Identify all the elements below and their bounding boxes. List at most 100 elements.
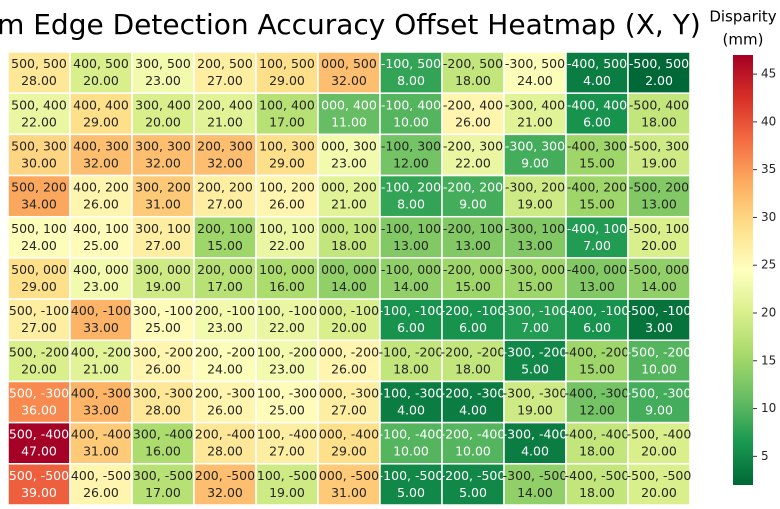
cell-label: -200, -400 bbox=[441, 427, 506, 442]
cell-value: 26.00 bbox=[455, 114, 491, 129]
heatmap-cell bbox=[7, 92, 71, 136]
cell-label: -300, 200 bbox=[505, 180, 565, 195]
cell-value: 4.00 bbox=[583, 73, 611, 88]
cell-value: 6.00 bbox=[459, 320, 487, 335]
cell-label: -500, 000 bbox=[629, 262, 689, 277]
cell-value: 23.00 bbox=[83, 279, 119, 294]
cell-value: 27.00 bbox=[207, 197, 243, 212]
cell-label: -200, 000 bbox=[443, 262, 503, 277]
cell-label: 200, 400 bbox=[197, 97, 253, 112]
heatmap-cell bbox=[627, 133, 691, 177]
cell-label: -500, 400 bbox=[629, 97, 689, 112]
cell-label: 000, -200 bbox=[319, 344, 379, 359]
heatmap-cell bbox=[193, 174, 257, 218]
heatmap-cell bbox=[255, 92, 319, 136]
cell-value: 13.00 bbox=[517, 238, 553, 253]
cell-label: -400, 200 bbox=[567, 180, 627, 195]
cell-label: -400, 000 bbox=[567, 262, 627, 277]
cell-value: 7.00 bbox=[583, 238, 611, 253]
cell-label: 100, 000 bbox=[259, 262, 315, 277]
cell-value: 25.00 bbox=[269, 403, 305, 418]
cell-value: 15.00 bbox=[579, 197, 615, 212]
cell-label: -300, 300 bbox=[505, 138, 565, 153]
cell-value: 17.00 bbox=[269, 114, 305, 129]
cell-value: 5.00 bbox=[459, 485, 487, 500]
cell-value: 31.00 bbox=[83, 444, 119, 459]
cell-label: 200, 200 bbox=[197, 180, 253, 195]
heatmap-cell bbox=[317, 51, 381, 94]
cell-value: 20.00 bbox=[331, 320, 367, 335]
heatmap-cell bbox=[193, 421, 257, 465]
heatmap-cell bbox=[503, 215, 567, 259]
cell-value: 33.00 bbox=[83, 403, 119, 418]
cell-value: 18.00 bbox=[579, 444, 615, 459]
cell-value: 32.00 bbox=[83, 155, 119, 170]
heatmap-cell bbox=[317, 215, 381, 259]
cell-label: -400, -300 bbox=[565, 386, 630, 401]
cell-value: 27.00 bbox=[269, 444, 305, 459]
cell-label: -300, -200 bbox=[503, 344, 568, 359]
cell-value: 12.00 bbox=[579, 403, 615, 418]
heatmap-cell bbox=[7, 339, 71, 383]
cell-label: 000, -400 bbox=[319, 427, 379, 442]
heatmap-cell bbox=[503, 92, 567, 136]
cell-label: -100, 500 bbox=[381, 56, 441, 71]
cell-label: 200, -200 bbox=[195, 344, 255, 359]
cell-label: 200, -400 bbox=[195, 427, 255, 442]
cell-value: 5.00 bbox=[397, 485, 425, 500]
heatmap-cell bbox=[565, 298, 629, 342]
cell-label: 200, -500 bbox=[195, 468, 255, 483]
colorbar-tick-label: 10 bbox=[761, 401, 776, 415]
cell-label: 200, 300 bbox=[197, 138, 253, 153]
cell-label: 400, -400 bbox=[71, 427, 131, 442]
heatmap-cell bbox=[69, 339, 133, 383]
cell-label: -100, 200 bbox=[381, 180, 441, 195]
cell-label: -400, -100 bbox=[565, 303, 630, 318]
cell-value: 24.00 bbox=[21, 238, 57, 253]
cell-value: 14.00 bbox=[331, 279, 367, 294]
cell-label: -300, -300 bbox=[503, 386, 568, 401]
cell-label: -500, 300 bbox=[629, 138, 689, 153]
heatmap-cell bbox=[441, 92, 505, 136]
cell-label: 200, 100 bbox=[197, 221, 253, 236]
heatmap-cell bbox=[69, 463, 133, 506]
heatmap-cell bbox=[441, 463, 505, 506]
heatmap-cell bbox=[7, 215, 71, 259]
cell-value: 21.00 bbox=[83, 361, 119, 376]
cell-label: -400, -200 bbox=[565, 344, 630, 359]
cell-value: 8.00 bbox=[397, 197, 425, 212]
heatmap-cell bbox=[627, 339, 691, 383]
cell-value: 15.00 bbox=[455, 279, 491, 294]
heatmap-cell bbox=[565, 380, 629, 424]
cell-value: 27.00 bbox=[21, 320, 57, 335]
cell-value: 32.00 bbox=[207, 485, 243, 500]
colorbar bbox=[733, 55, 753, 485]
cell-label: -200, 300 bbox=[443, 138, 503, 153]
heatmap-cell bbox=[255, 339, 319, 383]
cell-value: 23.00 bbox=[269, 361, 305, 376]
cell-value: 9.00 bbox=[645, 403, 673, 418]
cell-value: 29.00 bbox=[83, 114, 119, 129]
heatmap-cell bbox=[441, 51, 505, 94]
heatmap-cell bbox=[627, 380, 691, 424]
cell-label: 300, 100 bbox=[135, 221, 191, 236]
cell-label: -300, -500 bbox=[503, 468, 568, 483]
cell-value: 27.00 bbox=[145, 238, 181, 253]
heatmap-cell bbox=[503, 298, 567, 342]
colorbar-tick-label: 5 bbox=[761, 449, 769, 463]
cell-label: -200, 100 bbox=[443, 221, 503, 236]
cell-label: -100, -100 bbox=[379, 303, 444, 318]
cell-value: 18.00 bbox=[455, 361, 491, 376]
cell-label: 400, 400 bbox=[73, 97, 129, 112]
cell-label: -300, 100 bbox=[505, 221, 565, 236]
cell-value: 15.00 bbox=[579, 155, 615, 170]
heatmap-cell bbox=[379, 298, 443, 342]
colorbar-label: (mm) bbox=[723, 31, 764, 49]
cell-value: 34.00 bbox=[21, 197, 57, 212]
cell-value: 14.00 bbox=[393, 279, 429, 294]
cell-value: 26.00 bbox=[269, 197, 305, 212]
cell-value: 28.00 bbox=[145, 403, 181, 418]
cell-label: 200, 000 bbox=[197, 262, 253, 277]
cell-label: 000, 300 bbox=[321, 138, 377, 153]
heatmap-cell bbox=[627, 463, 691, 506]
